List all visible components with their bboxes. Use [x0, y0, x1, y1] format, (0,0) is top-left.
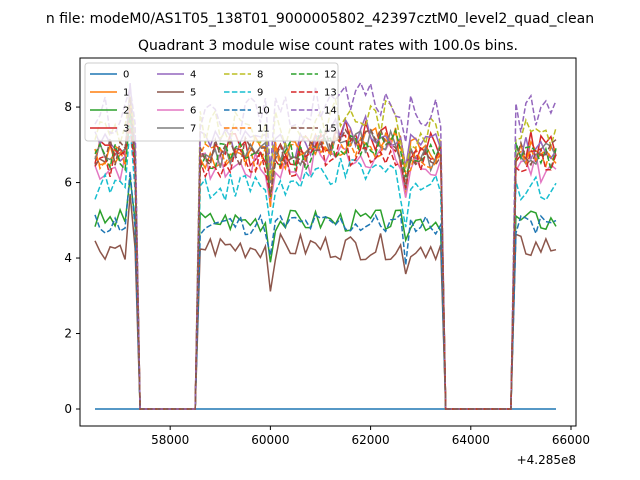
series-line-8: [94, 95, 557, 410]
y-tick-label-1: 2: [64, 327, 72, 341]
legend-label-7: 7: [190, 124, 196, 135]
y-tick-label-3: 6: [64, 176, 72, 190]
legend-label-9: 9: [257, 88, 263, 99]
legend-label-2: 2: [123, 106, 129, 117]
legend-label-13: 13: [324, 88, 337, 99]
series-line-3: [94, 114, 557, 410]
y-tick-label-0: 0: [64, 402, 72, 416]
legend-label-3: 3: [123, 124, 129, 135]
y-tick-label-4: 8: [64, 100, 72, 114]
legend-label-14: 14: [324, 106, 337, 117]
series-line-13: [94, 126, 557, 410]
x-axis: 58000 60000 62000 64000 66000: [151, 426, 590, 447]
legend-label-8: 8: [257, 70, 263, 81]
x-offset-label: +4.285e8: [517, 453, 576, 467]
series-line-15: [94, 97, 557, 410]
series-line-9: [94, 125, 557, 410]
legend-label-0: 0: [123, 70, 129, 81]
series-line-5: [94, 193, 557, 410]
x-tick-label-2: 62000: [351, 433, 389, 447]
legend-label-11: 11: [257, 124, 270, 135]
x-tick-label-4: 66000: [552, 433, 590, 447]
series-line-2: [94, 177, 557, 410]
legend-label-15: 15: [324, 124, 337, 135]
legend-label-4: 4: [190, 70, 196, 81]
y-axis: 0 2 4 6 8: [64, 100, 80, 416]
legend-label-1: 1: [123, 88, 129, 99]
legend-label-10: 10: [257, 106, 270, 117]
chart-title: Quadrant 3 module wise count rates with …: [138, 38, 518, 54]
legend-label-6: 6: [190, 106, 196, 117]
series-line-10: [94, 171, 557, 410]
y-tick-label-2: 4: [64, 251, 72, 265]
x-tick-label-0: 58000: [151, 433, 189, 447]
legend-label-12: 12: [324, 70, 337, 81]
axes-frame: [79, 57, 577, 427]
x-tick-label-3: 64000: [452, 433, 490, 447]
legend-box: [84, 62, 339, 142]
x-tick-label-1: 60000: [251, 433, 289, 447]
series-line-12: [94, 113, 557, 410]
series-line-11: [94, 107, 557, 410]
series-line-7: [94, 113, 557, 410]
chart-suptitle: n file: modeM0/AS1T05_138T01_9000005802_…: [46, 11, 594, 27]
legend-label-5: 5: [190, 88, 196, 99]
